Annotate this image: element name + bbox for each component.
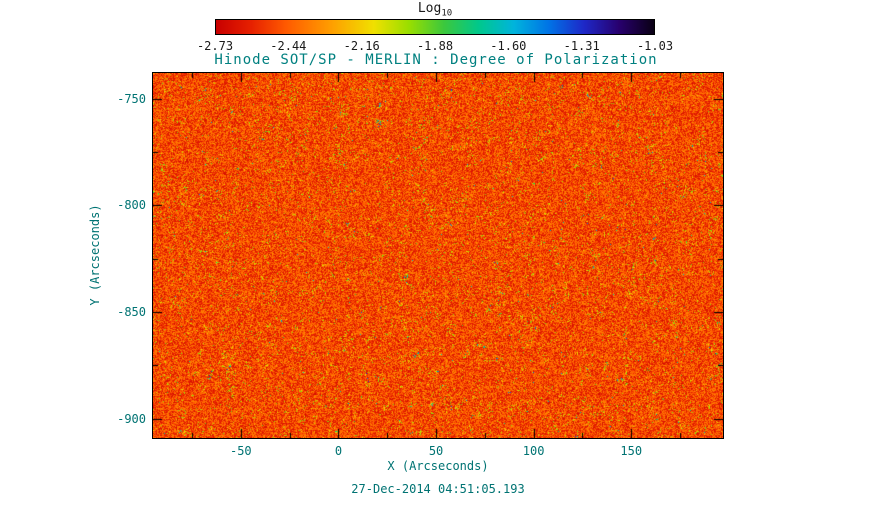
x-axis-title: X (Arcseconds) [387, 459, 489, 473]
colorbar-tick-label: -1.03 [636, 39, 674, 53]
colorbar-tick-label: -2.44 [270, 39, 307, 53]
colorbar-tick-label: -1.88 [416, 39, 454, 53]
y-tick-label: -750 [117, 91, 146, 106]
heatmap-canvas [153, 73, 723, 438]
colorbar-tick-label: -2.73 [196, 39, 234, 53]
colorbar-title-main: Log [417, 1, 442, 16]
chart-title: Hinode SOT/SP - MERLIN : Degree of Polar… [214, 52, 658, 68]
y-tick-label: -800 [117, 198, 146, 213]
colorbar-title-subscript: 10 [441, 8, 453, 19]
x-tick-label: 0 [334, 444, 343, 458]
y-tick-label: -850 [117, 305, 146, 320]
x-tick-label: -50 [229, 444, 252, 458]
x-tick-label: 150 [620, 444, 643, 458]
y-axis-title: Y (Arcseconds) [88, 204, 102, 306]
x-tick-label: 50 [428, 444, 444, 458]
heatmap-plot [152, 72, 724, 439]
colorbar-tick-label: -2.16 [343, 39, 380, 53]
timestamp: 27-Dec-2014 04:51:05.193 [351, 482, 525, 496]
y-tick-label: -900 [117, 411, 146, 426]
colorbar-tick-label: -1.31 [563, 39, 600, 53]
colorbar-title: Log10 [418, 1, 452, 19]
colorbar-tick-label: -1.60 [490, 39, 527, 53]
colorbar-scale [215, 19, 655, 35]
x-tick-label: 100 [522, 444, 545, 458]
